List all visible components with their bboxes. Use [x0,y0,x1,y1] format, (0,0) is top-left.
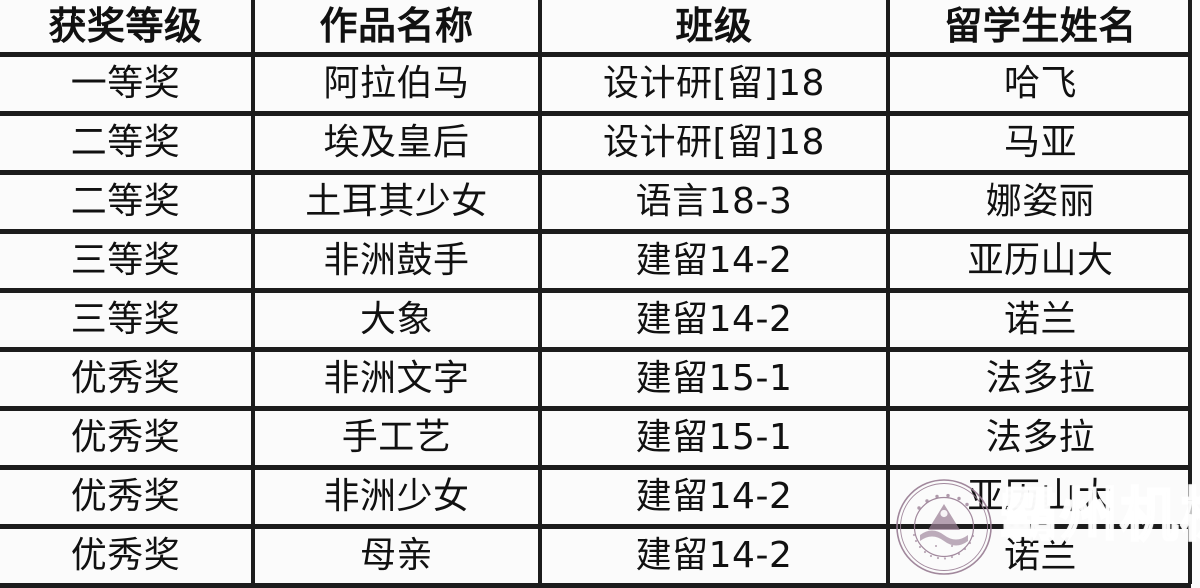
cell-name: 马亚 [888,113,1191,175]
cell-class: 建留14-2 [540,467,890,529]
cell-title: 土耳其少女 [253,172,542,234]
table-right-border [1188,0,1192,584]
cell-name: 亚历山大 [888,467,1191,529]
cell-grade: 优秀奖 [0,526,255,588]
cell-class: 建留14-2 [540,526,890,588]
cell-class: 语言18-3 [540,172,890,234]
table-header: 获奖等级 作品名称 班级 留学生姓名 [0,0,1191,57]
cell-name: 娜姿丽 [888,172,1191,234]
cell-grade: 三等奖 [0,231,255,293]
cell-title: 阿拉伯马 [253,54,542,116]
cell-grade: 优秀奖 [0,349,255,411]
cell-grade: 三等奖 [0,290,255,352]
cell-name: 法多拉 [888,408,1191,470]
cell-name: 法多拉 [888,349,1191,411]
table-row: 优秀奖 母亲 建留14-2 诺兰 [0,526,1191,588]
table-row: 优秀奖 非洲少女 建留14-2 亚历山大 [0,467,1191,529]
table-row: 二等奖 土耳其少女 语言18-3 娜姿丽 [0,172,1191,234]
cell-name: 亚历山大 [888,231,1191,293]
table-body: 一等奖 阿拉伯马 设计研[留]18 哈飞 二等奖 埃及皇后 设计研[留]18 马… [0,54,1191,588]
cell-class: 建留14-2 [540,231,890,293]
table-row: 优秀奖 非洲文字 建留15-1 法多拉 [0,349,1191,411]
cell-class: 建留15-1 [540,408,890,470]
cell-grade: 二等奖 [0,113,255,175]
cell-title: 非洲少女 [253,467,542,529]
cell-title: 非洲鼓手 [253,231,542,293]
cell-class: 设计研[留]18 [540,54,890,116]
table-row: 优秀奖 手工艺 建留15-1 法多拉 [0,408,1191,470]
cell-title: 大象 [253,290,542,352]
table-row: 三等奖 大象 建留14-2 诺兰 [0,290,1191,352]
cell-name: 诺兰 [888,526,1191,588]
cell-class: 建留15-1 [540,349,890,411]
column-header-name: 留学生姓名 [888,0,1191,57]
cell-title: 非洲文字 [253,349,542,411]
cell-class: 建留14-2 [540,290,890,352]
cell-title: 母亲 [253,526,542,588]
cell-class: 设计研[留]18 [540,113,890,175]
table-header-row: 获奖等级 作品名称 班级 留学生姓名 [0,0,1191,57]
cell-title: 手工艺 [253,408,542,470]
cell-grade: 优秀奖 [0,408,255,470]
cell-title: 埃及皇后 [253,113,542,175]
cell-name: 哈飞 [888,54,1191,116]
cell-grade: 二等奖 [0,172,255,234]
table-row: 一等奖 阿拉伯马 设计研[留]18 哈飞 [0,54,1191,116]
cell-name: 诺兰 [888,290,1191,352]
table-row: 三等奖 非洲鼓手 建留14-2 亚历山大 [0,231,1191,293]
cell-grade: 优秀奖 [0,467,255,529]
column-header-class: 班级 [540,0,890,57]
table-row: 二等奖 埃及皇后 设计研[留]18 马亚 [0,113,1191,175]
column-header-title: 作品名称 [253,0,542,57]
cell-grade: 一等奖 [0,54,255,116]
column-header-grade: 获奖等级 [0,0,255,57]
